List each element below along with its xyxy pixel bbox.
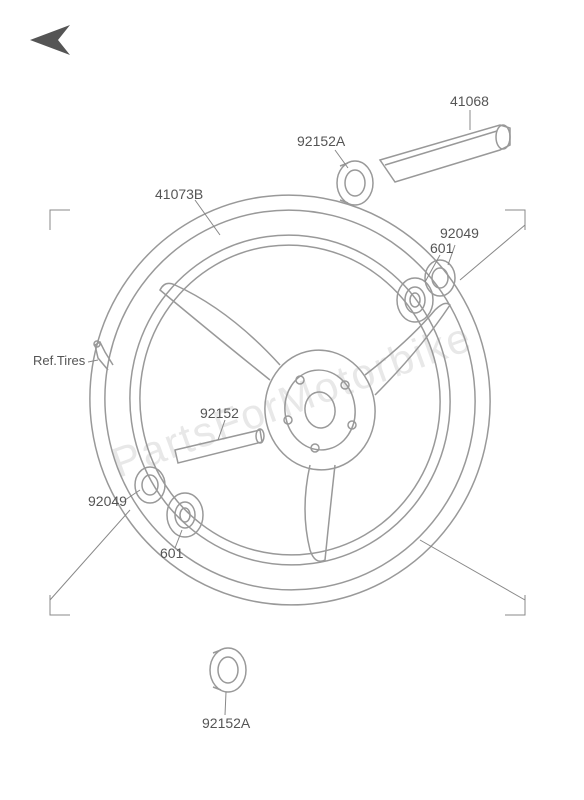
label-41073B: 41073B [155, 186, 203, 202]
arrow-indicator-icon [30, 25, 70, 55]
label-92152A-top: 92152A [297, 133, 345, 149]
bearing-left [167, 493, 203, 537]
label-601-left: 601 [160, 545, 183, 561]
label-92049-top: 92049 [440, 225, 479, 241]
ref-tires-label: Ref.Tires [33, 353, 85, 368]
leader-lines [50, 110, 525, 715]
label-92049-left: 92049 [88, 493, 127, 509]
label-92152: 92152 [200, 405, 239, 421]
label-41068: 41068 [450, 93, 489, 109]
collar-top [337, 161, 373, 205]
label-601-top: 601 [430, 240, 453, 256]
diagram-svg [0, 0, 584, 800]
inner-collar [175, 429, 264, 463]
seal-left [135, 467, 165, 503]
label-92152A-bottom: 92152A [202, 715, 250, 731]
collar-bottom [210, 648, 246, 692]
axle-part [380, 125, 510, 182]
diagram-container: PartsForMotorbike [0, 0, 584, 800]
